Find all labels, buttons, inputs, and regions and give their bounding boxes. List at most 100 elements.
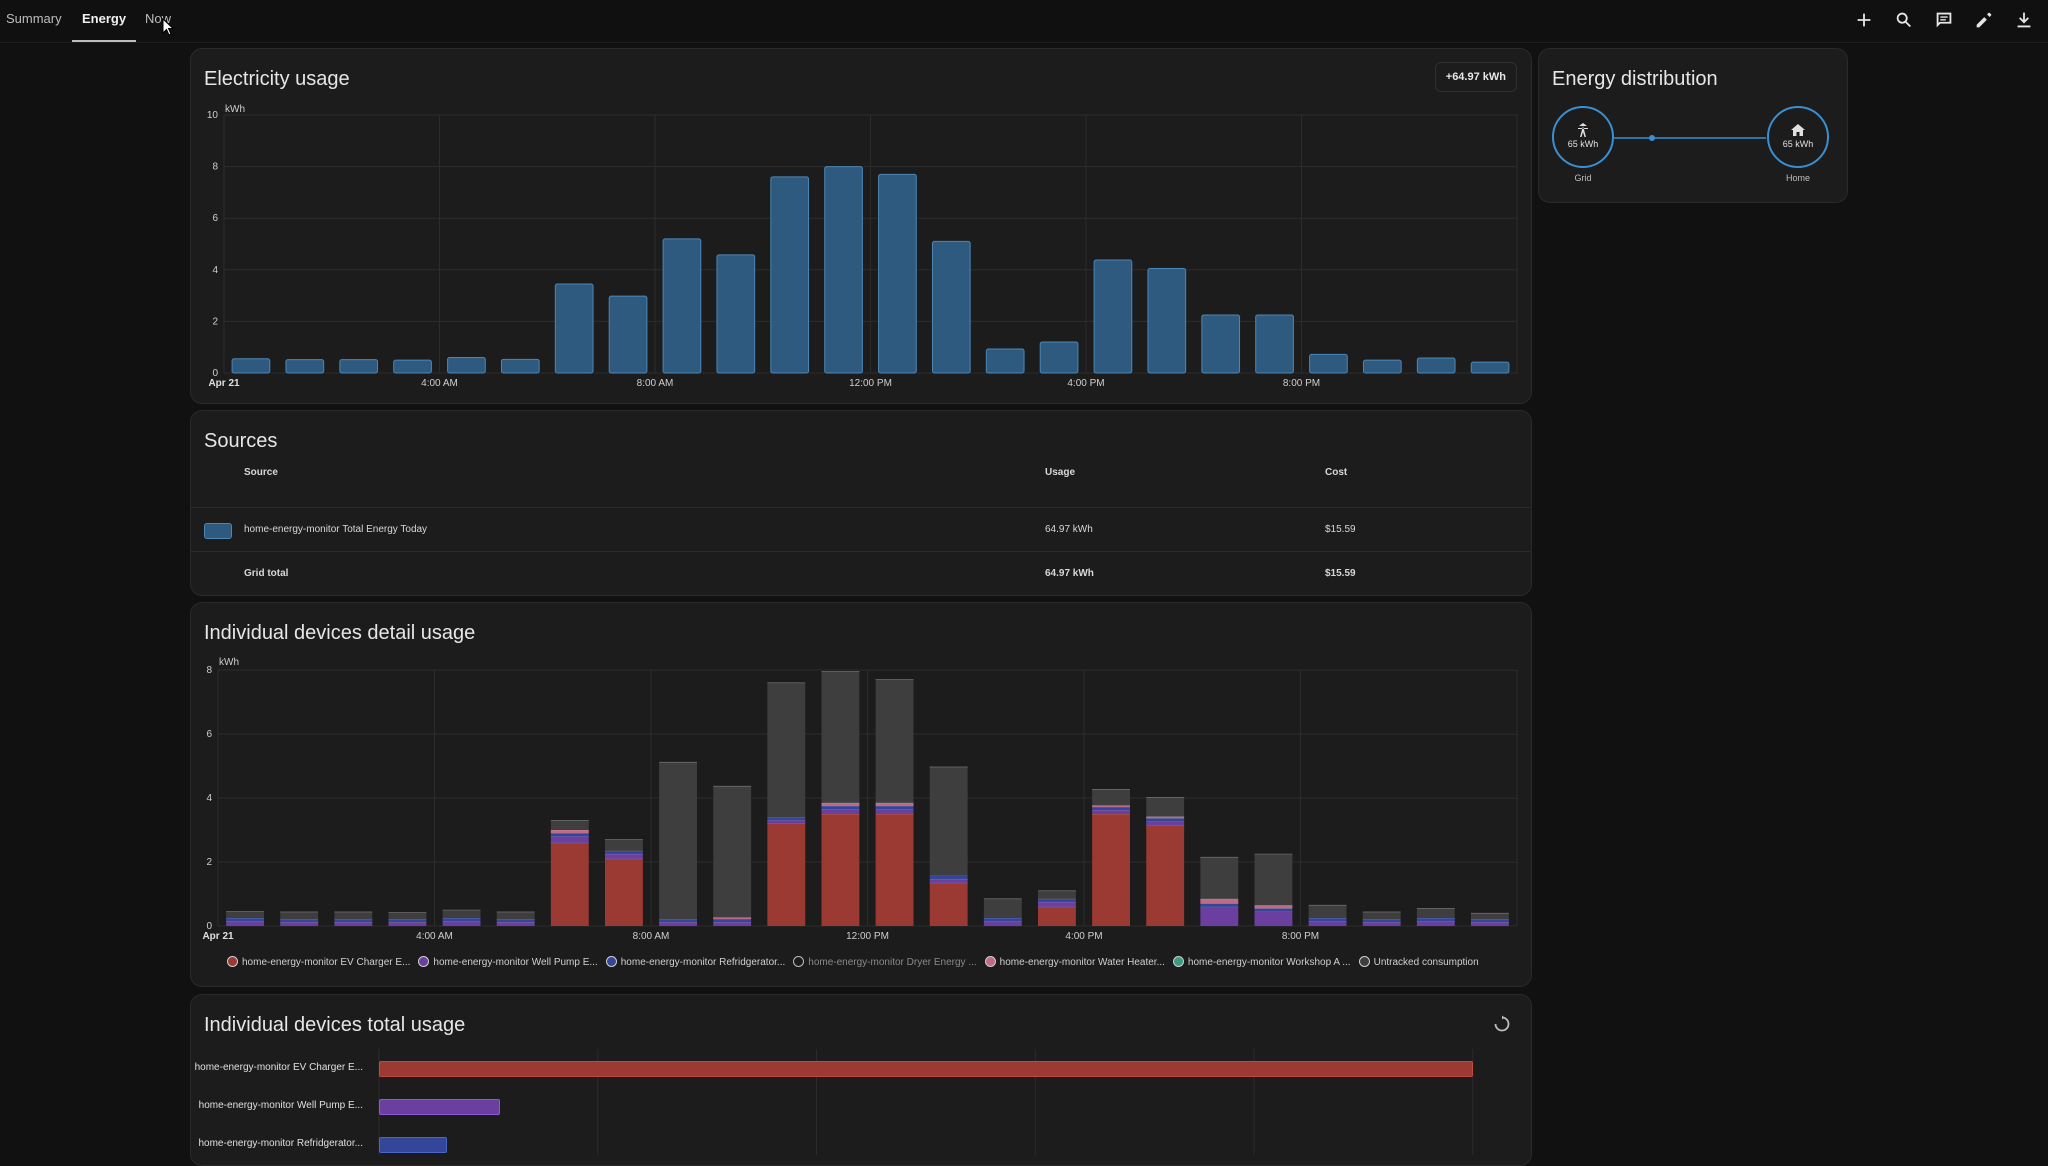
stacked-bar-segment[interactable]: [1146, 825, 1185, 926]
stacked-bar-segment[interactable]: [875, 802, 914, 806]
stacked-bar-segment[interactable]: [1254, 908, 1293, 912]
stacked-bar-segment[interactable]: [280, 918, 319, 923]
stacked-bar-segment[interactable]: [334, 918, 373, 923]
stacked-bar-segment[interactable]: [983, 918, 1022, 922]
stacked-bar-segment[interactable]: [1092, 805, 1131, 807]
stacked-bar-segment[interactable]: [875, 806, 914, 810]
stacked-bar-segment[interactable]: [1037, 902, 1076, 907]
stacked-bar-segment[interactable]: [983, 921, 1022, 926]
stacked-bar-segment[interactable]: [550, 820, 589, 830]
stacked-bar-segment[interactable]: [929, 878, 968, 883]
stacked-bar-segment[interactable]: [713, 922, 752, 926]
stacked-bar-segment[interactable]: [1362, 918, 1401, 923]
stacked-bar-segment[interactable]: [983, 898, 1022, 918]
stacked-bar-segment[interactable]: [1092, 810, 1131, 814]
stacked-bar-segment[interactable]: [821, 671, 860, 803]
pencil-icon[interactable]: [1973, 9, 1995, 31]
usage-bar[interactable]: [1416, 357, 1456, 374]
stacked-bar-segment[interactable]: [1362, 911, 1401, 919]
stacked-bar-segment[interactable]: [1416, 918, 1455, 922]
usage-bar[interactable]: [285, 359, 325, 374]
stacked-bar-segment[interactable]: [334, 911, 373, 919]
stacked-bar-segment[interactable]: [821, 814, 860, 926]
stacked-bar-segment[interactable]: [550, 830, 589, 834]
stacked-bar-segment[interactable]: [1146, 818, 1185, 822]
stacked-bar-segment[interactable]: [713, 917, 752, 919]
stacked-bar-segment[interactable]: [1146, 797, 1185, 817]
home-node[interactable]: 65 kWh: [1767, 106, 1829, 168]
usage-bar[interactable]: [339, 359, 379, 374]
stacked-bar-segment[interactable]: [875, 814, 914, 926]
stacked-bar-segment[interactable]: [604, 858, 643, 926]
stacked-bar-segment[interactable]: [604, 850, 643, 854]
stacked-bar-segment[interactable]: [821, 809, 860, 814]
stacked-bar-segment[interactable]: [226, 918, 265, 922]
usage-bar[interactable]: [1147, 268, 1187, 374]
stacked-bar-segment[interactable]: [1416, 921, 1455, 926]
stacked-bar-segment[interactable]: [1470, 922, 1509, 926]
stacked-bar-segment[interactable]: [1200, 903, 1239, 907]
usage-bar[interactable]: [1470, 361, 1510, 374]
usage-bar[interactable]: [554, 283, 594, 374]
search-icon[interactable]: [1893, 9, 1915, 31]
stacked-bar-segment[interactable]: [1308, 918, 1347, 922]
usage-bar[interactable]: [1255, 314, 1294, 374]
stacked-bar-segment[interactable]: [929, 882, 968, 926]
legend-item[interactable]: Untracked consumption: [1358, 956, 1479, 968]
device-usage-bar[interactable]: [379, 1061, 1473, 1077]
download-icon[interactable]: [2013, 9, 2035, 31]
legend-item[interactable]: home-energy-monitor EV Charger E...: [227, 956, 410, 968]
stacked-bar-segment[interactable]: [1146, 816, 1185, 819]
stacked-bar-segment[interactable]: [550, 833, 589, 837]
stacked-bar-segment[interactable]: [1037, 890, 1076, 899]
usage-bar[interactable]: [1039, 341, 1079, 374]
usage-bar[interactable]: [985, 348, 1025, 374]
stacked-bar-segment[interactable]: [496, 918, 535, 923]
stacked-bar-segment[interactable]: [604, 854, 643, 859]
usage-bar[interactable]: [393, 359, 432, 374]
stacked-bar-segment[interactable]: [550, 836, 589, 843]
stacked-bar-segment[interactable]: [1470, 913, 1509, 919]
usage-bar[interactable]: [931, 240, 971, 374]
stacked-bar-segment[interactable]: [875, 679, 914, 803]
legend-item[interactable]: home-energy-monitor Well Pump E...: [418, 956, 598, 968]
usage-bar[interactable]: [824, 166, 863, 374]
stacked-bar-segment[interactable]: [280, 911, 319, 919]
stacked-bar-segment[interactable]: [442, 921, 481, 926]
usage-bar[interactable]: [1362, 359, 1402, 374]
comment-icon[interactable]: [1933, 9, 1955, 31]
stacked-bar-segment[interactable]: [550, 842, 589, 926]
grid-node[interactable]: 65 kWh: [1552, 106, 1614, 168]
stacked-bar-segment[interactable]: [496, 911, 535, 919]
stacked-bar-segment[interactable]: [1308, 905, 1347, 918]
stacked-bar-segment[interactable]: [767, 823, 806, 926]
stacked-bar-segment[interactable]: [280, 922, 319, 926]
stacked-bar-segment[interactable]: [1416, 908, 1455, 918]
stacked-bar-segment[interactable]: [821, 802, 860, 806]
stacked-bar-segment[interactable]: [1254, 911, 1293, 926]
stacked-bar-segment[interactable]: [388, 918, 427, 923]
legend-item[interactable]: home-energy-monitor Refridgerator...: [605, 956, 785, 968]
stacked-bar-segment[interactable]: [1254, 905, 1293, 909]
usage-bar[interactable]: [608, 295, 648, 374]
stacked-bar-segment[interactable]: [226, 921, 265, 926]
stacked-bar-segment[interactable]: [1037, 898, 1076, 902]
stacked-bar-segment[interactable]: [767, 820, 806, 824]
stacked-bar-segment[interactable]: [713, 918, 752, 923]
stacked-bar-segment[interactable]: [442, 910, 481, 918]
stacked-bar-segment[interactable]: [1200, 898, 1239, 904]
usage-bar[interactable]: [1093, 259, 1133, 374]
stacked-bar-segment[interactable]: [1037, 906, 1076, 926]
usage-bar[interactable]: [662, 238, 702, 374]
tab-energy[interactable]: Energy: [72, 0, 137, 42]
usage-bar[interactable]: [500, 358, 540, 374]
stacked-bar-segment[interactable]: [388, 912, 427, 919]
stacked-bar-segment[interactable]: [1092, 789, 1131, 806]
stacked-bar-segment[interactable]: [767, 682, 806, 818]
stacked-bar-segment[interactable]: [388, 922, 427, 926]
stacked-bar-segment[interactable]: [659, 762, 698, 919]
usage-bar[interactable]: [716, 254, 756, 374]
refresh-icon[interactable]: [1493, 1015, 1511, 1033]
stacked-bar-segment[interactable]: [442, 918, 481, 922]
usage-bar[interactable]: [770, 176, 810, 374]
